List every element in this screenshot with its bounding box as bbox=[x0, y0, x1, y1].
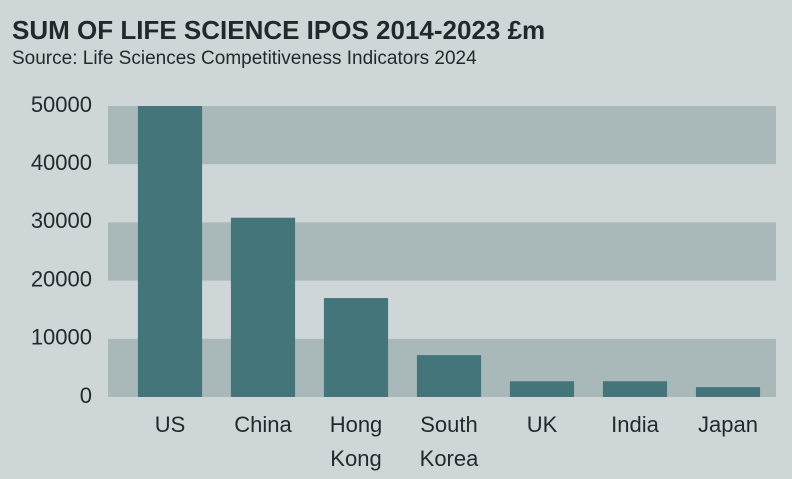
bar bbox=[230, 217, 296, 397]
y-tick-label: 50000 bbox=[31, 92, 92, 117]
y-tick-label: 20000 bbox=[31, 266, 92, 291]
x-tick-label: UK bbox=[527, 412, 558, 437]
chart-title: SUM OF LIFE SCIENCE IPOS 2014-2023 £m bbox=[12, 15, 545, 45]
x-tick-label: Japan bbox=[698, 412, 758, 437]
grid-band bbox=[108, 106, 776, 165]
bar bbox=[323, 298, 389, 397]
x-tick-label: US bbox=[155, 412, 186, 437]
x-tick-label: South Korea bbox=[420, 412, 479, 471]
x-tick-label: China bbox=[234, 412, 292, 437]
x-tick-label: Hong Kong bbox=[330, 412, 383, 471]
y-tick-label: 0 bbox=[80, 383, 92, 408]
y-tick-label: 10000 bbox=[31, 325, 92, 350]
bar bbox=[602, 381, 668, 397]
y-tick-label: 30000 bbox=[31, 208, 92, 233]
bar bbox=[695, 387, 761, 397]
y-tick-label: 40000 bbox=[31, 150, 92, 175]
grid-band bbox=[108, 222, 776, 281]
chart-subtitle: Source: Life Sciences Competitiveness In… bbox=[12, 48, 477, 69]
bar bbox=[137, 106, 203, 397]
bar bbox=[416, 355, 482, 397]
x-tick-label: India bbox=[611, 412, 659, 437]
bar bbox=[509, 381, 575, 397]
